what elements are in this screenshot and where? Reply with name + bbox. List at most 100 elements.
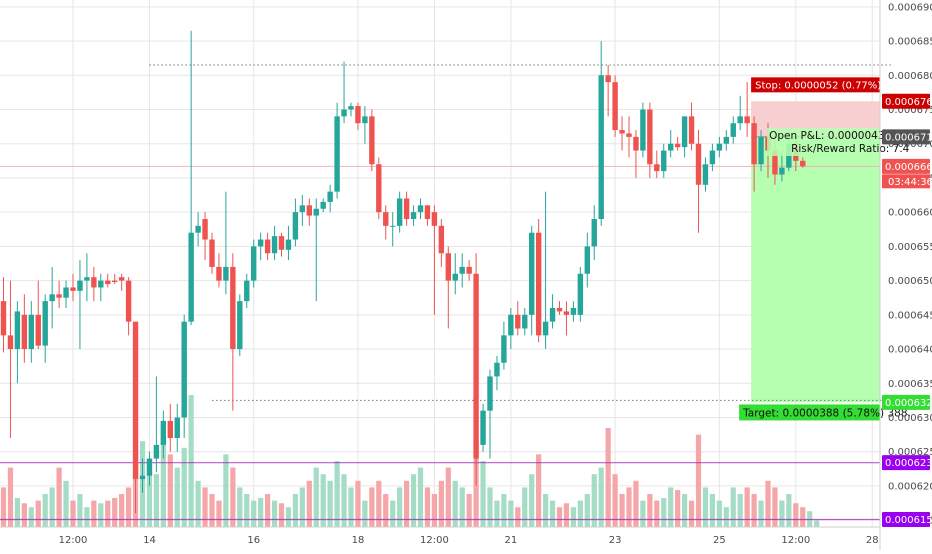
volume-bar — [494, 500, 500, 527]
candle-body — [383, 212, 389, 226]
candle-body — [459, 266, 465, 274]
volume-bar — [126, 487, 132, 527]
candle-body — [112, 280, 118, 282]
volume-bar — [591, 474, 597, 527]
price-levels — [0, 64, 894, 521]
volume-bar — [285, 507, 292, 527]
y-tick-label: 0.0006300 — [888, 413, 932, 424]
candle-body — [647, 109, 653, 165]
volume-bar — [35, 500, 41, 527]
volume-bar — [320, 474, 326, 527]
candle-body — [445, 253, 451, 281]
volume-bar — [223, 454, 229, 527]
volume-bar — [536, 454, 542, 527]
volume-bar — [431, 494, 437, 527]
candle-body — [42, 301, 48, 346]
candle-body — [487, 376, 493, 411]
volume-bar — [515, 507, 521, 527]
volume-bar — [466, 494, 472, 527]
volume-bar — [21, 503, 27, 527]
volume-bar — [216, 500, 222, 527]
y-tick-label: 0.0006800 — [888, 71, 932, 82]
volume-bar — [765, 480, 771, 527]
candle-body — [654, 164, 660, 172]
candle-body — [751, 123, 757, 165]
candle-body — [14, 311, 21, 350]
countdown-tag: 03:44:36 — [888, 177, 932, 188]
volume-bar — [529, 474, 535, 527]
volume-bar — [716, 500, 722, 527]
candle-body — [369, 116, 375, 165]
candle-body — [237, 301, 243, 350]
candle-body — [98, 280, 104, 288]
candle-body — [251, 246, 257, 281]
candle-body — [668, 143, 674, 151]
volume-bar — [334, 461, 340, 527]
volume-bar — [258, 497, 264, 527]
volume-bar — [737, 494, 743, 527]
candle-body — [153, 444, 160, 459]
candle-body — [640, 109, 646, 151]
candle-body — [341, 109, 347, 117]
volume-bar — [549, 500, 556, 527]
volume-bar — [49, 487, 55, 527]
candle-body — [417, 205, 424, 213]
x-tick-label: 16 — [247, 535, 260, 546]
volume-bar — [508, 500, 514, 527]
candle-body — [160, 420, 167, 445]
volume-bar — [570, 507, 576, 527]
candle-body — [390, 225, 396, 227]
volume-bar — [633, 480, 639, 527]
candle-body — [306, 205, 312, 216]
volume-bar — [362, 500, 368, 527]
candle-body — [515, 314, 521, 329]
candle-body — [174, 417, 180, 439]
volume-bar — [459, 487, 465, 527]
volume-bar — [341, 474, 347, 527]
candle-body — [209, 239, 215, 267]
candle-body — [292, 212, 299, 240]
candle-body — [542, 321, 549, 336]
candle-body — [626, 133, 632, 137]
candle-body — [438, 225, 445, 254]
candle-body — [334, 116, 340, 192]
current-price-tag-box — [882, 158, 930, 174]
candle-body — [49, 294, 55, 302]
candle-body — [320, 201, 326, 209]
candle-body — [202, 219, 208, 240]
candle-body — [695, 143, 702, 185]
candle-body — [702, 164, 709, 185]
volume-bar — [640, 500, 646, 527]
volume-bar — [758, 500, 764, 527]
candle-body — [529, 232, 535, 315]
volume-bar — [723, 507, 729, 527]
volume-bar — [327, 480, 333, 527]
candle-body — [535, 232, 542, 336]
candle-body — [70, 287, 76, 291]
candle-body — [91, 277, 97, 288]
volume-bar — [278, 503, 285, 527]
y-tick-label: 0.0006500 — [888, 276, 932, 287]
candle-body — [348, 106, 354, 110]
candle-body — [730, 123, 736, 137]
stop-note: Stop: 0.0000052 (0.77%) 52, A — [755, 80, 910, 91]
candle-body — [195, 225, 201, 233]
volume-bar — [626, 487, 632, 527]
volume-bar — [786, 494, 792, 527]
target-note-box — [739, 404, 880, 421]
candle-body — [230, 266, 236, 350]
candle-body — [549, 307, 556, 322]
candle-body — [327, 191, 333, 202]
volume-bars — [0, 395, 820, 527]
candle-body — [737, 116, 743, 124]
volume-bar — [14, 497, 20, 527]
volume-bar — [452, 480, 458, 527]
volume-bar — [390, 500, 396, 527]
volume-bar — [487, 487, 493, 527]
level-price-tag: 0.0006234 — [885, 458, 932, 469]
volume-bar — [56, 467, 62, 527]
pnl-note: Open P&L: 0.0000043, Qty: — [769, 130, 912, 142]
